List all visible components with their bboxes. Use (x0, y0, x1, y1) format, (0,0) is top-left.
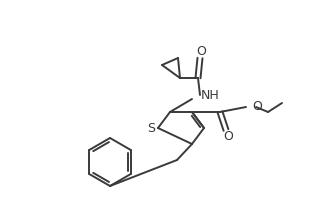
Text: S: S (147, 122, 155, 135)
Text: O: O (252, 99, 262, 112)
Text: NH: NH (201, 88, 220, 101)
Text: O: O (196, 45, 206, 58)
Text: O: O (223, 130, 233, 143)
